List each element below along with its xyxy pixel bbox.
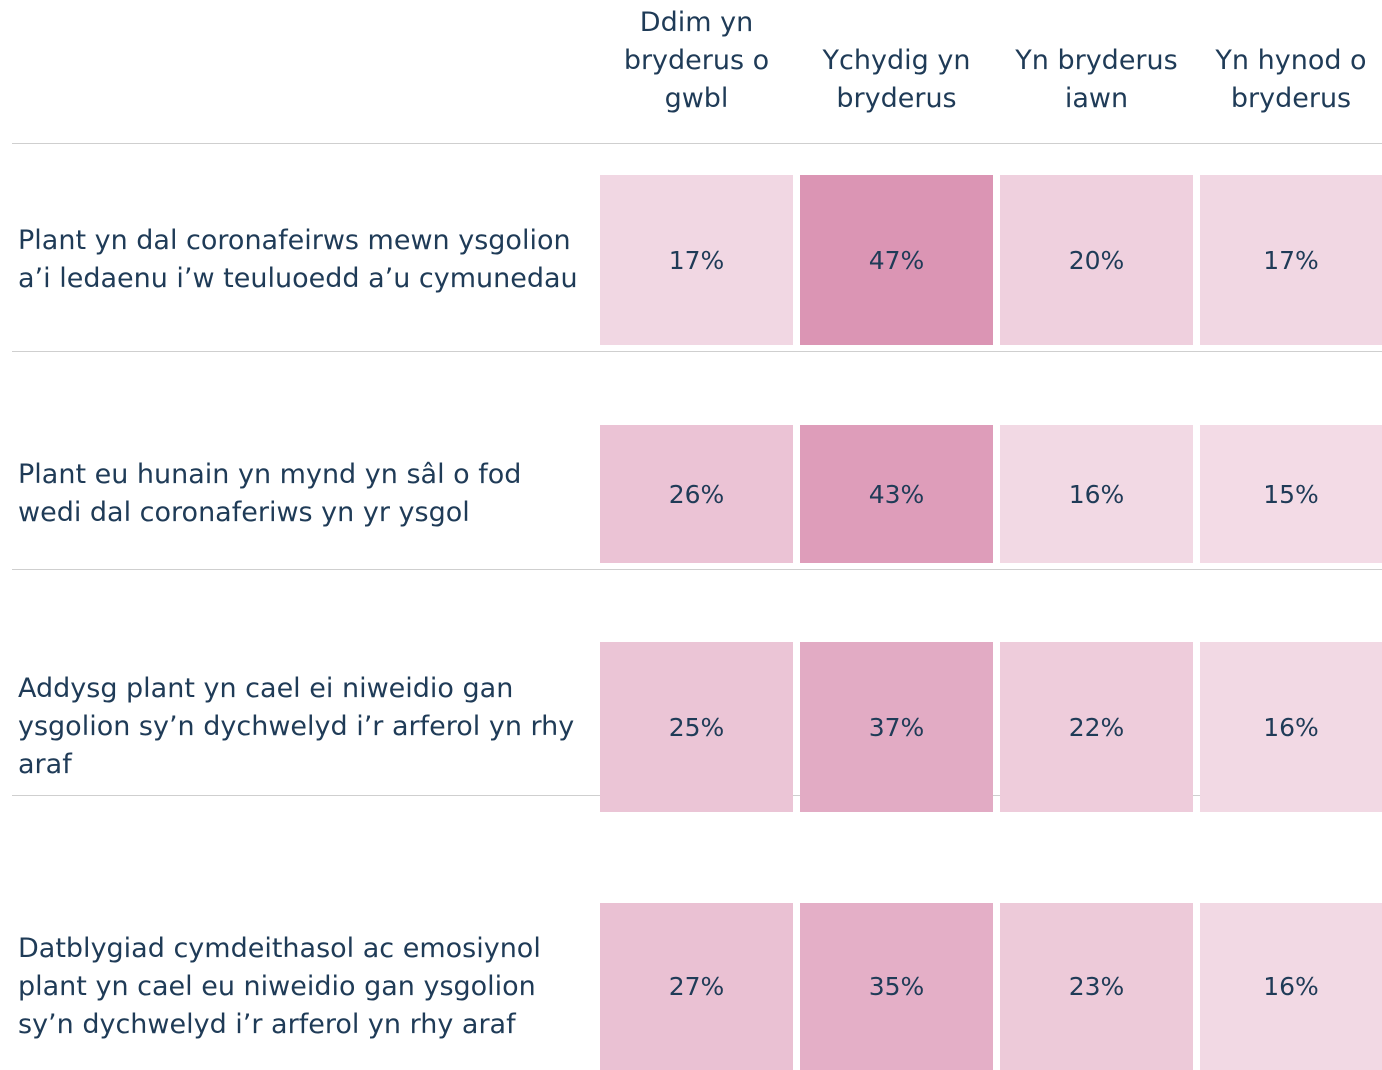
heatmap-cell: 15% <box>1200 425 1382 563</box>
heatmap-cell: 16% <box>1000 425 1193 563</box>
row-label: Datblygiad cymdeithasol ac emosiynol pla… <box>18 932 541 1040</box>
heatmap-cell: 17% <box>600 175 793 345</box>
value-label: 23% <box>1068 972 1125 1001</box>
value-label: 22% <box>1068 712 1125 742</box>
value-label: 27% <box>668 972 725 1001</box>
heatmap-cell: 47% <box>800 175 993 345</box>
column-header: Ddim yn bryderus o gwbl <box>623 7 770 114</box>
value-label: 47% <box>868 245 925 275</box>
heatmap-cell: 37% <box>800 642 993 812</box>
row-separator <box>12 143 1382 144</box>
heatmap-cell: 22% <box>1000 642 1193 812</box>
heatmap-cell: 16% <box>1200 642 1382 812</box>
value-label: 15% <box>1263 479 1319 509</box>
heatmap-cell: 16% <box>1200 903 1382 1070</box>
heatmap-cell: 35% <box>800 903 993 1070</box>
column-header: Yn bryderus iawn <box>1015 45 1178 114</box>
heatmap-cell: 17% <box>1200 175 1382 345</box>
heatmap-cell: 26% <box>600 425 793 563</box>
value-label: 16% <box>1263 712 1319 742</box>
heatmap-cell: 23% <box>1000 903 1193 1070</box>
row-label: Plant yn dal coronafeirws mewn ysgolion … <box>18 225 578 294</box>
value-label: 17% <box>1263 245 1319 275</box>
heatmap-cell: 43% <box>800 425 993 563</box>
value-label: 37% <box>868 712 925 742</box>
row-label: Plant eu hunain yn mynd yn sâl o fod wed… <box>18 459 522 528</box>
column-header: Yn hynod o bryderus <box>1215 45 1367 114</box>
value-label: 35% <box>868 972 925 1001</box>
heatmap-cell: 20% <box>1000 175 1193 345</box>
heatmap-cell: 25% <box>600 642 793 812</box>
row-label: Addysg plant yn cael ei niweidio gan ysg… <box>18 673 575 780</box>
row-separator <box>12 351 1382 352</box>
value-label: 26% <box>668 479 725 509</box>
value-label: 16% <box>1068 479 1125 509</box>
value-label: 20% <box>1068 245 1125 275</box>
value-label: 25% <box>668 712 725 742</box>
heatmap-cell: 27% <box>600 903 793 1070</box>
column-header: Ychydig yn bryderus <box>822 45 971 114</box>
value-label: 17% <box>668 245 725 275</box>
value-label: 43% <box>868 479 925 509</box>
value-label: 16% <box>1263 972 1319 1001</box>
row-separator <box>12 569 1382 570</box>
